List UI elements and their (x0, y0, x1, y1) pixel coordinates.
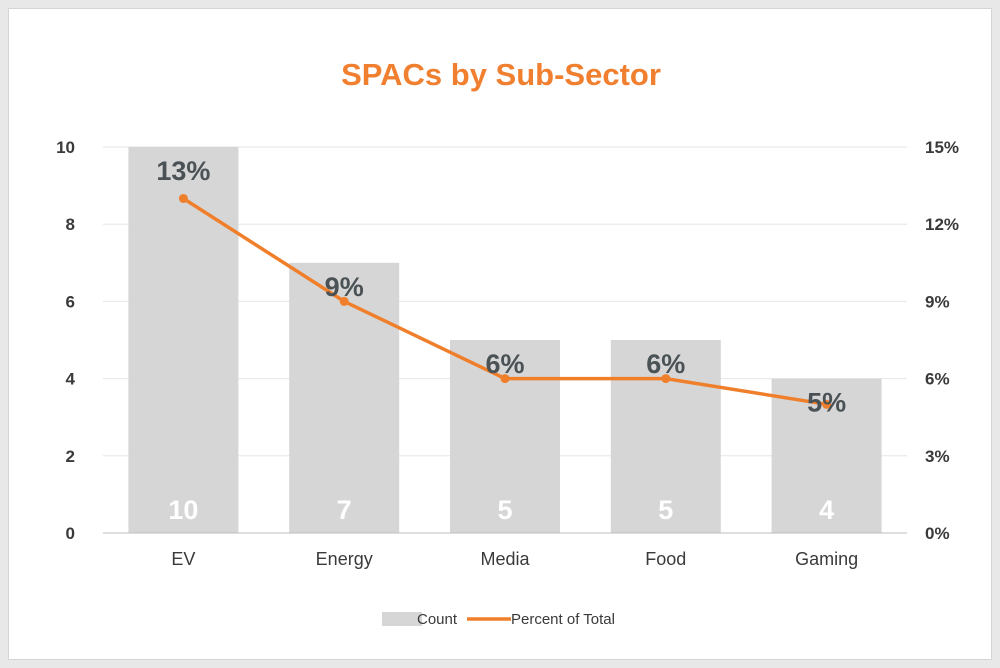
percent-point (500, 374, 510, 384)
x-category-label: EV (171, 549, 195, 569)
count-data-labels: 10 7 5 5 4 (168, 495, 834, 525)
bar (450, 340, 560, 533)
percent-data-label: 5% (807, 388, 846, 418)
line-series (178, 193, 832, 409)
right-y-tick-label: 0% (925, 524, 950, 543)
count-data-label: 4 (819, 495, 834, 525)
x-category-label: Food (645, 549, 686, 569)
x-category-label: Media (480, 549, 530, 569)
legend-count-label: Count (417, 611, 458, 628)
percent-point (178, 193, 188, 203)
percent-data-label: 6% (646, 349, 685, 379)
right-y-tick-label: 9% (925, 292, 950, 311)
bar-series (128, 147, 882, 533)
count-data-label: 5 (497, 495, 512, 525)
percent-data-label: 13% (156, 156, 210, 186)
left-y-tick-label: 6 (66, 292, 75, 311)
percent-data-labels: 13% 9% 6% 6% 5% (156, 156, 846, 418)
percent-data-label: 9% (325, 272, 364, 302)
count-data-label: 7 (337, 495, 352, 525)
left-y-tick-label: 0 (66, 524, 75, 543)
count-data-label: 5 (658, 495, 673, 525)
right-y-tick-label: 15% (925, 138, 959, 157)
chart-svg: SPACs by Sub-Sector 0 2 4 6 8 10 0% 3% 6% 9% 12% 1… (56, 57, 959, 628)
right-y-tick-label: 3% (925, 447, 950, 466)
left-y-tick-label: 4 (66, 370, 76, 389)
chart-frame: SPACs by Sub-Sector 0 2 4 6 8 10 0% 3% 6% 9% 12% 1… (8, 8, 992, 660)
percent-point (661, 374, 671, 384)
right-y-tick-label: 6% (925, 370, 950, 389)
bar (610, 340, 721, 533)
count-data-label: 10 (168, 495, 198, 525)
left-y-tick-label: 10 (56, 138, 75, 157)
left-y-tick-label: 2 (66, 447, 75, 466)
left-y-axis: 0 2 4 6 8 10 (56, 138, 75, 543)
chart-title: SPACs by Sub-Sector (341, 57, 661, 92)
bar (128, 147, 239, 533)
x-category-label: Energy (316, 549, 373, 569)
right-y-axis: 0% 3% 6% 9% 12% 15% (925, 138, 959, 543)
right-y-tick-label: 12% (925, 215, 959, 234)
x-category-label: Gaming (795, 549, 858, 569)
legend-count-swatch (382, 612, 422, 626)
x-axis-categories: EV Energy Media Food Gaming (171, 549, 858, 569)
percent-point (339, 296, 349, 306)
bar (289, 262, 400, 533)
percent-data-label: 6% (485, 349, 524, 379)
percent-point (822, 399, 832, 409)
legend: Count Percent of Total (382, 611, 615, 628)
legend-percent-label: Percent of Total (511, 611, 615, 628)
left-y-tick-label: 8 (66, 215, 75, 234)
